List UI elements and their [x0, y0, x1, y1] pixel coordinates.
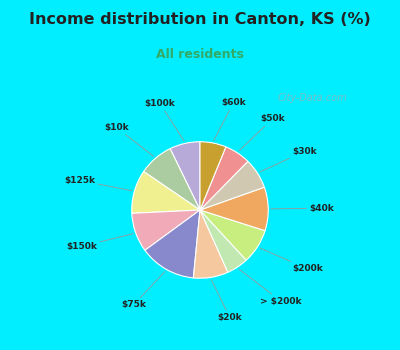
Text: $125k: $125k	[64, 176, 132, 191]
Wedge shape	[170, 142, 200, 210]
Text: $40k: $40k	[271, 204, 334, 213]
Text: $20k: $20k	[212, 280, 242, 322]
Text: All residents: All residents	[156, 48, 244, 61]
Text: $100k: $100k	[145, 99, 184, 141]
Text: $200k: $200k	[260, 248, 323, 273]
Text: $50k: $50k	[239, 114, 285, 151]
Wedge shape	[132, 210, 200, 250]
Text: City-Data.com: City-Data.com	[277, 93, 347, 103]
Wedge shape	[200, 210, 246, 272]
Wedge shape	[144, 149, 200, 210]
Wedge shape	[200, 210, 265, 260]
Text: $60k: $60k	[214, 98, 246, 141]
Wedge shape	[193, 210, 228, 278]
Text: Income distribution in Canton, KS (%): Income distribution in Canton, KS (%)	[29, 12, 371, 27]
Wedge shape	[145, 210, 200, 278]
Text: $150k: $150k	[66, 233, 133, 251]
Text: $75k: $75k	[121, 272, 165, 309]
Wedge shape	[200, 147, 248, 210]
Text: $30k: $30k	[260, 147, 317, 172]
Text: > $200k: > $200k	[239, 269, 302, 306]
Wedge shape	[132, 172, 200, 213]
Wedge shape	[200, 187, 268, 231]
Wedge shape	[200, 142, 226, 210]
Wedge shape	[200, 161, 264, 210]
Text: $10k: $10k	[104, 123, 154, 156]
